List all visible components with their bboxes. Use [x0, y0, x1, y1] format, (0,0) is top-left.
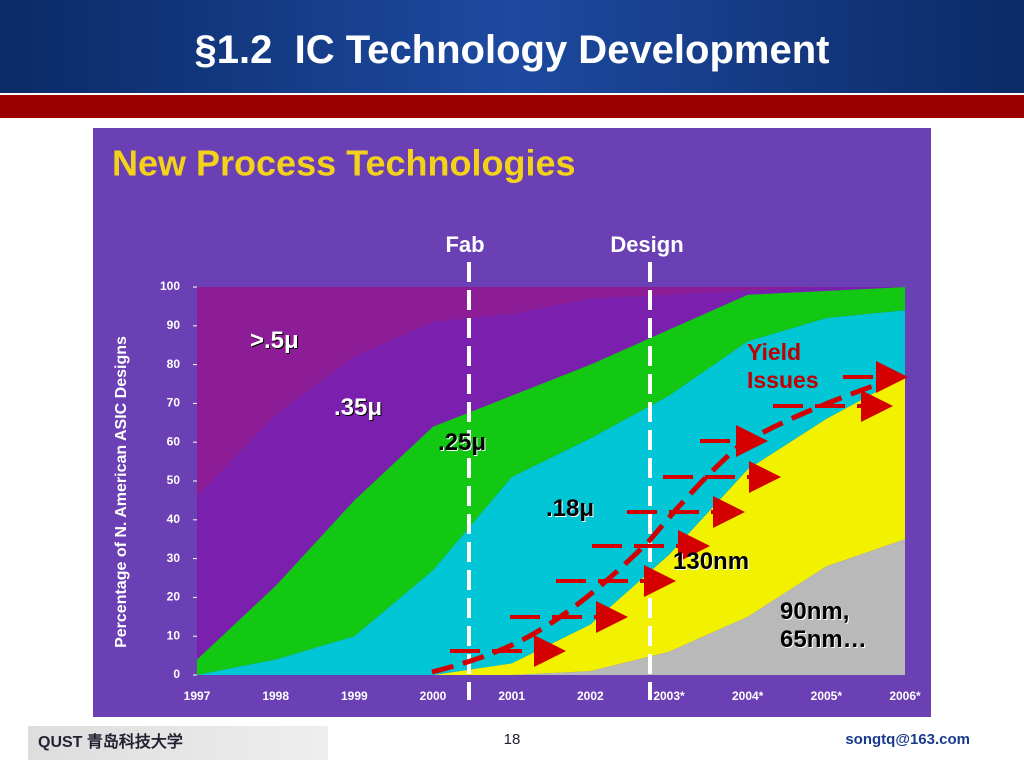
series-label: .18μ	[546, 495, 595, 522]
area	[197, 376, 905, 675]
area	[197, 310, 905, 675]
x-tick-label: 2002	[577, 689, 604, 703]
x-tick-label: 1999	[341, 689, 368, 703]
series-label: 130nm	[673, 548, 750, 575]
yield-curve	[431, 372, 906, 675]
y-tick-label: 70	[167, 396, 181, 410]
x-tick-label: 2005*	[811, 689, 843, 703]
y-axis-label: Percentage of N. American ASIC Designs	[113, 336, 130, 648]
y-tick-label: 100	[160, 279, 180, 293]
email: songtq@163.com	[845, 731, 970, 748]
y-tick-label: 80	[167, 357, 181, 371]
annotation: Yield Issues	[747, 339, 819, 393]
y-tick-label: 40	[167, 512, 181, 526]
x-tick-label: 2001	[498, 689, 525, 703]
area	[197, 287, 905, 497]
y-tick-label: 90	[167, 318, 181, 332]
area	[197, 287, 905, 660]
logo: QUST 青岛科技大学	[28, 726, 328, 760]
annotation: Design	[610, 232, 683, 257]
y-tick-label: 20	[167, 590, 181, 604]
series-label: .25μ	[438, 429, 487, 456]
y-tick-label: 50	[167, 473, 181, 487]
series-label: >.5μ	[250, 327, 299, 354]
slide-title: §1.2 IC Technology Development	[0, 0, 1024, 93]
x-tick-label: 2000	[420, 689, 447, 703]
annotation: Fab	[445, 232, 484, 257]
area	[197, 539, 905, 675]
x-tick-label: 1998	[262, 689, 289, 703]
x-tick-label: 2003*	[653, 689, 685, 703]
page-number: 18	[503, 731, 521, 748]
area	[197, 287, 905, 675]
stripe	[0, 95, 1024, 118]
series-label: 90nm, 65nm…	[780, 598, 867, 653]
y-tick-label: 10	[167, 628, 181, 642]
x-tick-label: 2004*	[732, 689, 764, 703]
y-tick-label: 0	[173, 667, 180, 681]
x-tick-label: 1997	[184, 689, 211, 703]
y-tick-label: 30	[167, 551, 181, 565]
series-label: .35μ	[334, 394, 383, 421]
x-tick-label: 2006*	[889, 689, 921, 703]
chart-title: New Process Technologies	[112, 143, 575, 184]
y-tick-label: 60	[167, 434, 181, 448]
